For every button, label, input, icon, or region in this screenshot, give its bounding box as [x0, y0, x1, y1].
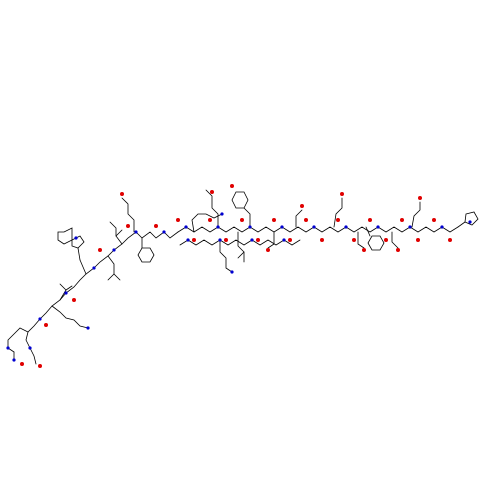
side-chains: [7, 189, 479, 361]
imidazole-ring: [464, 211, 479, 226]
indole-six-ring: [57, 227, 73, 245]
phenyl-ring-1: [367, 235, 385, 251]
indole-five-ring: [71, 235, 85, 249]
peptide-backbone: [25, 226, 459, 365]
phenyl-ring-2: [137, 247, 155, 263]
atom-markers: [6, 184, 472, 368]
phenol-ring: [231, 191, 249, 209]
backbone-segment-2: [179, 239, 301, 246]
backbone-segment-3: [25, 231, 179, 365]
backbone-segment-1: [177, 226, 459, 233]
